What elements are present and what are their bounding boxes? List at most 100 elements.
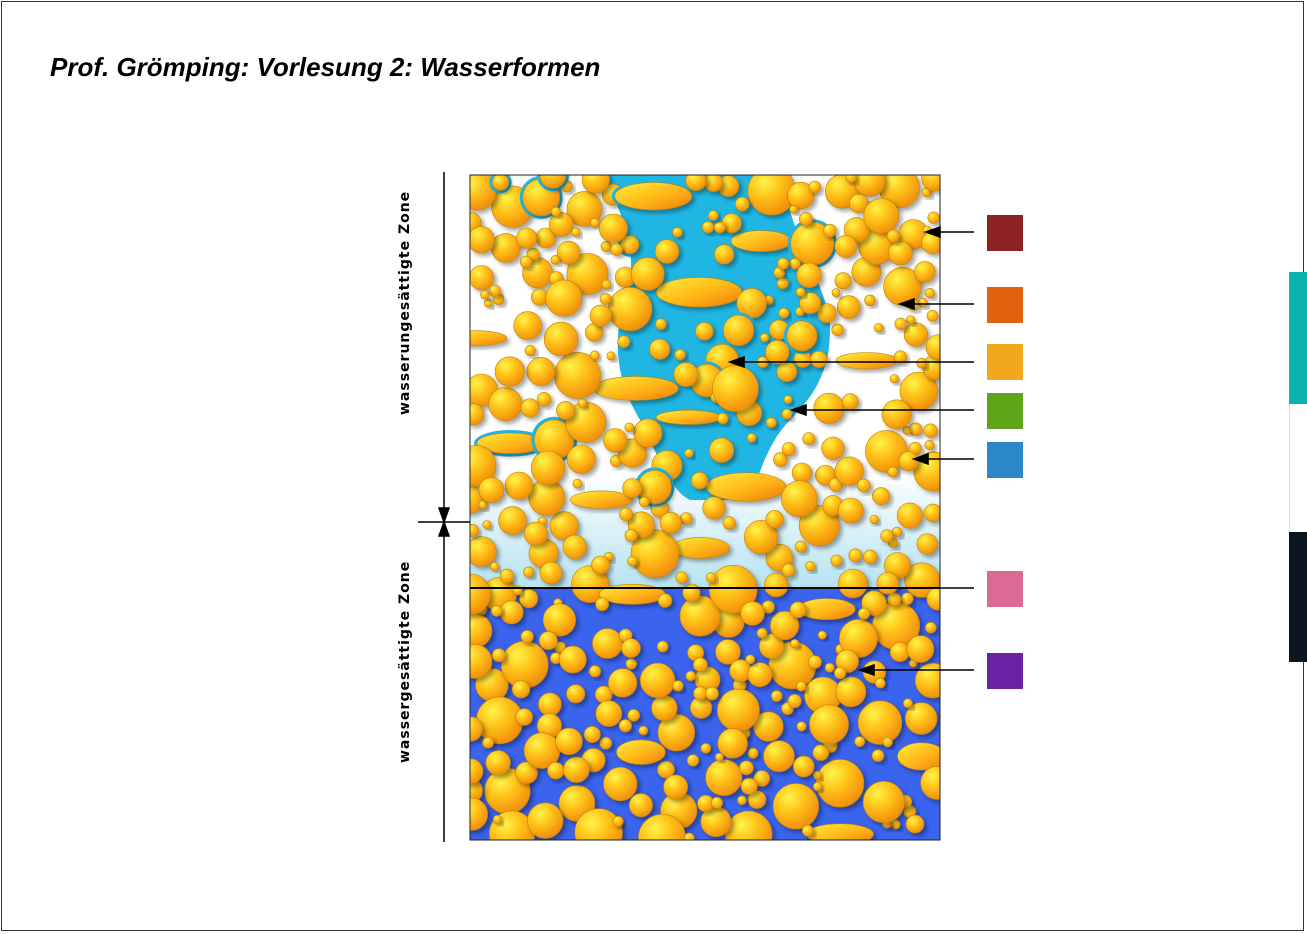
soil-grain bbox=[628, 793, 653, 818]
soil-grain bbox=[624, 422, 635, 433]
soil-grain bbox=[874, 677, 886, 689]
soil-grain bbox=[656, 640, 669, 653]
soil-grain bbox=[498, 506, 527, 535]
soil-grain bbox=[530, 450, 566, 486]
soil-grain bbox=[798, 505, 840, 546]
soil-grain bbox=[806, 823, 874, 840]
soil-grain bbox=[480, 290, 490, 300]
soil-grain bbox=[830, 554, 843, 567]
soil-grain bbox=[816, 303, 837, 324]
soil-grain bbox=[524, 345, 536, 357]
soil-grain bbox=[620, 235, 640, 255]
soil-grain bbox=[588, 665, 602, 678]
soil-grain bbox=[926, 309, 939, 322]
soil-grain bbox=[488, 387, 523, 422]
soil-grain bbox=[765, 417, 777, 429]
soil-grain bbox=[747, 790, 767, 809]
soil-grain bbox=[743, 519, 779, 555]
soil-grain bbox=[470, 226, 495, 254]
soil-grain bbox=[515, 708, 533, 726]
soil-grain bbox=[649, 338, 671, 360]
soil-grain bbox=[494, 356, 525, 387]
soil-grain bbox=[470, 265, 494, 291]
soil-grain bbox=[524, 521, 548, 546]
soil-grain bbox=[881, 399, 912, 430]
soil-grain bbox=[753, 770, 771, 787]
soil-grain bbox=[490, 561, 500, 572]
soil-grain bbox=[617, 335, 631, 349]
soil-grain bbox=[638, 814, 686, 840]
soil-grain bbox=[900, 592, 914, 606]
soil-grain bbox=[566, 684, 586, 704]
soil-grain bbox=[823, 223, 837, 238]
swatch-5 bbox=[987, 442, 1023, 478]
soil-grain bbox=[724, 810, 773, 840]
soil-grain bbox=[924, 439, 935, 450]
soil-grain bbox=[692, 657, 708, 673]
soil-grain bbox=[778, 307, 790, 319]
swatch-6 bbox=[987, 571, 1023, 607]
soil-grain bbox=[543, 321, 579, 357]
soil-grain bbox=[572, 478, 583, 489]
soil-grain bbox=[639, 662, 676, 699]
soil-grain bbox=[470, 644, 493, 679]
soil-grain bbox=[638, 725, 649, 736]
soil-grain bbox=[612, 815, 624, 827]
soil-grain bbox=[589, 350, 600, 361]
soil-grain bbox=[513, 311, 543, 340]
soil-grain bbox=[599, 736, 613, 750]
soil-grain bbox=[776, 277, 789, 290]
dark-bar bbox=[1289, 532, 1307, 662]
soil-grain bbox=[920, 766, 940, 800]
soil-grain bbox=[882, 737, 893, 748]
soil-grain bbox=[717, 688, 760, 732]
soil-grain bbox=[470, 330, 508, 346]
soil-grain bbox=[737, 795, 747, 806]
soil-grain bbox=[679, 512, 693, 525]
soil-grain bbox=[570, 490, 633, 509]
soil-grain bbox=[717, 728, 748, 759]
soil-grain bbox=[633, 418, 663, 448]
soil-grain bbox=[530, 288, 549, 306]
soil-grain bbox=[705, 686, 719, 701]
soil-grain bbox=[871, 749, 885, 763]
swatch-7 bbox=[987, 653, 1023, 689]
soil-grain bbox=[583, 725, 601, 743]
soil-grain bbox=[490, 605, 503, 617]
soil-grain bbox=[812, 744, 830, 762]
soil-grain bbox=[834, 456, 864, 486]
soil-grain bbox=[835, 676, 867, 708]
soil-grain bbox=[504, 471, 534, 500]
soil-grain bbox=[482, 520, 492, 530]
soil-grain bbox=[610, 243, 623, 256]
soil-grain bbox=[831, 323, 844, 336]
soil-grain bbox=[786, 320, 818, 352]
soil-grain bbox=[589, 217, 600, 228]
soil-grain bbox=[488, 284, 501, 297]
soil-grain bbox=[490, 233, 521, 263]
soil-grain bbox=[772, 783, 820, 830]
soil-grain bbox=[679, 595, 721, 637]
soil-grain bbox=[622, 478, 643, 499]
soil-grain bbox=[515, 761, 538, 785]
soil-grain bbox=[654, 239, 680, 264]
soil-grain bbox=[853, 175, 886, 197]
soil-grain bbox=[730, 230, 792, 252]
soil-grain bbox=[674, 349, 686, 361]
soil-grain bbox=[638, 496, 650, 508]
soil-grain bbox=[657, 713, 695, 752]
soil-grain bbox=[548, 212, 574, 237]
soil-grain bbox=[893, 350, 907, 364]
soil-grain bbox=[776, 361, 798, 383]
soil-grain bbox=[539, 561, 563, 585]
soil-grain bbox=[789, 601, 807, 619]
soil-grain bbox=[470, 536, 497, 567]
soil-grain bbox=[926, 586, 940, 611]
soil-grain bbox=[841, 393, 859, 410]
soil-grain bbox=[897, 742, 940, 771]
soil-grain bbox=[657, 593, 673, 608]
soil-grain bbox=[781, 563, 796, 578]
soil-grain bbox=[549, 511, 579, 541]
soil-grain bbox=[683, 832, 695, 840]
soil-grain bbox=[763, 572, 789, 598]
